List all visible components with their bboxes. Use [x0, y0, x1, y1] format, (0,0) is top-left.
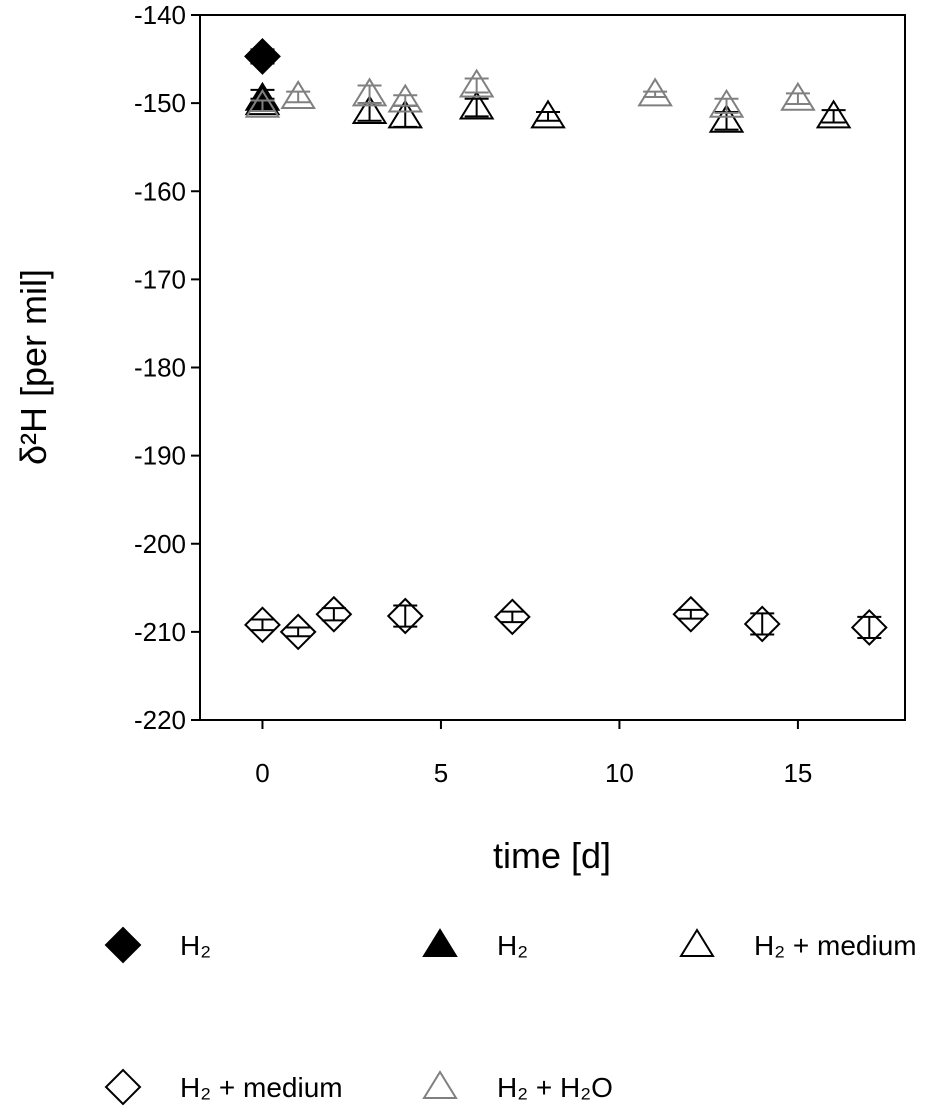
legend-label: H₂: [497, 930, 528, 961]
diamond-marker: [743, 605, 781, 643]
triangle-marker: [530, 99, 566, 129]
legend-marker: [422, 928, 458, 957]
triangle-marker: [458, 68, 495, 98]
error-bar: [750, 612, 775, 636]
error-bar: [464, 97, 489, 118]
error-bar: [500, 610, 525, 624]
error-bar: [286, 90, 311, 104]
triangle-marker: [387, 83, 424, 113]
error-bar: [357, 84, 382, 105]
error-bar: [321, 607, 346, 622]
legend-marker: [679, 928, 715, 957]
y-tick-label: -140: [134, 0, 186, 30]
triangle-marker: [351, 95, 388, 124]
diamond-marker: [672, 595, 710, 633]
y-tick-label: -210: [134, 617, 186, 647]
error-bar: [286, 626, 311, 638]
diamond-marker: [493, 598, 531, 636]
y-tick-label: -150: [134, 88, 186, 118]
error-bar: [857, 615, 882, 640]
legend-label: H₂: [180, 930, 211, 961]
diamond-marker: [315, 595, 353, 633]
y-tick-label: -170: [134, 264, 186, 294]
triangle-marker: [280, 80, 316, 109]
x-tick-label: 15: [783, 758, 812, 788]
triangle-marker: [708, 103, 745, 133]
y-tick-label: -180: [134, 353, 186, 383]
x-axis-label: time [d]: [493, 835, 611, 876]
error-bar: [536, 110, 561, 122]
legend-marker: [104, 1068, 142, 1106]
legend-marker: [422, 1070, 458, 1099]
triangle-marker: [815, 99, 852, 129]
x-tick-label: 0: [255, 758, 269, 788]
diamond-marker: [279, 613, 317, 651]
triangle-marker: [637, 77, 673, 107]
y-axis-label: δ²H [per mil]: [13, 269, 54, 465]
error-bar: [714, 97, 739, 114]
triangle-marker: [458, 90, 495, 120]
y-tick-label: -220: [134, 705, 186, 735]
legend-marker: [104, 926, 142, 964]
diamond-marker: [850, 609, 888, 646]
triangle-marker: [708, 88, 745, 118]
triangle-marker: [780, 81, 816, 111]
legend-label: H₂ + H₂O: [497, 1072, 613, 1103]
y-tick-label: -200: [134, 529, 186, 559]
error-bar: [785, 92, 810, 106]
triangle-marker: [244, 88, 281, 118]
y-tick-label: -160: [134, 176, 186, 206]
error-bar: [393, 94, 418, 107]
diamond-marker: [386, 597, 424, 635]
triangle-marker: [351, 77, 388, 107]
legend-label: H₂ + medium: [754, 930, 917, 961]
error-bar: [250, 618, 275, 632]
y-tick-label: -190: [134, 441, 186, 471]
diamond-marker: [244, 606, 281, 644]
x-tick-label: 10: [605, 758, 634, 788]
error-bar: [393, 604, 418, 628]
x-tick-label: 5: [434, 758, 448, 788]
legend-label: H₂ + medium: [180, 1072, 343, 1103]
diamond-marker: [244, 38, 281, 75]
error-bar: [821, 109, 846, 124]
error-bar: [678, 608, 703, 620]
error-bar: [464, 77, 489, 94]
error-bar: [250, 99, 275, 113]
triangle-marker: [387, 99, 424, 129]
